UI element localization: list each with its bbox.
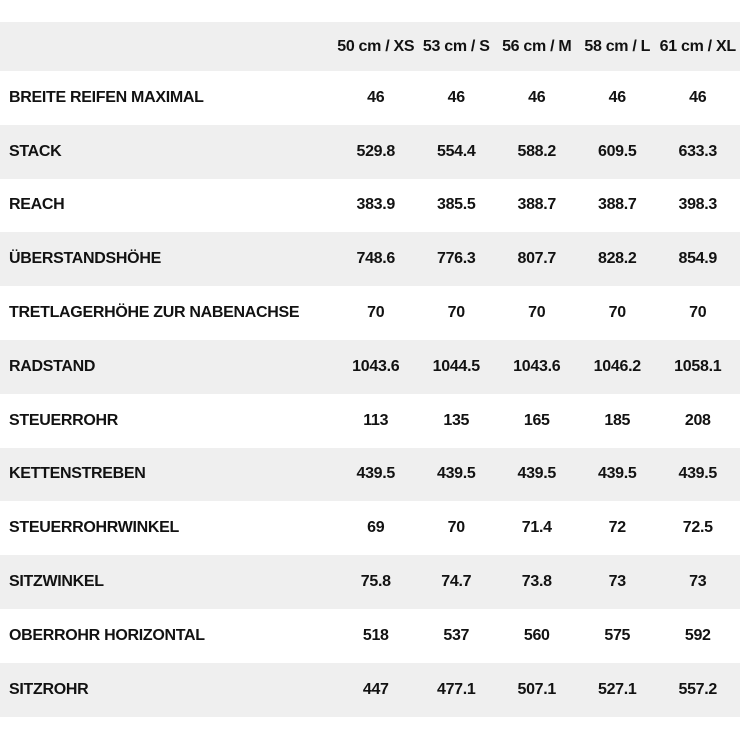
value-cell: 439.5 <box>517 465 557 483</box>
table-row: SITZWINKEL 75.8 74.7 73.8 73 73 <box>0 555 740 609</box>
value-cell: 592 <box>684 626 711 644</box>
value-cell: 439.5 <box>597 465 637 483</box>
value-cell: 70 <box>608 304 627 322</box>
value-cell: 633.3 <box>678 142 718 160</box>
column-header: 56 cm / M <box>502 37 572 55</box>
row-label: OBERROHR HORIZONTAL <box>9 626 205 644</box>
value-cell: 388.7 <box>597 196 637 214</box>
value-cell: 388.7 <box>517 196 557 214</box>
value-cell: 507.1 <box>517 680 557 698</box>
column-header: 50 cm / XS <box>337 37 415 55</box>
row-label: TRETLAGERHÖHE ZUR NABENACHSE <box>9 304 300 322</box>
value-cell: 73 <box>608 573 627 591</box>
value-cell: 575 <box>604 626 631 644</box>
value-cell: 554.4 <box>436 142 476 160</box>
value-cell: 185 <box>604 411 631 429</box>
value-cell: 69 <box>367 519 385 537</box>
column-header: 58 cm / L <box>584 37 651 55</box>
value-cell: 165 <box>523 411 550 429</box>
value-cell: 74.7 <box>441 573 472 591</box>
row-label: BREITE REIFEN MAXIMAL <box>9 88 204 106</box>
row-label: RADSTAND <box>9 357 96 375</box>
value-cell: 854.9 <box>678 250 718 268</box>
value-cell: 1043.6 <box>513 357 561 375</box>
value-cell: 588.2 <box>517 142 557 160</box>
table-row: TRETLAGERHÖHE ZUR NABENACHSE 70 70 70 70 70 <box>0 286 740 340</box>
value-cell: 113 <box>363 411 389 429</box>
value-cell: 537 <box>443 626 470 644</box>
column-header: 61 cm / XL <box>659 37 736 55</box>
value-cell: 398.3 <box>678 196 718 214</box>
value-cell: 529.8 <box>356 142 396 160</box>
value-cell: 72 <box>608 519 627 537</box>
value-cell: 560 <box>523 626 550 644</box>
header-row: 50 cm / XS 53 cm / S 56 cm / M 58 cm / L 61 … <box>0 22 740 71</box>
value-cell: 70 <box>447 519 466 537</box>
value-cell: 73.8 <box>521 573 552 591</box>
table-row: REACH 383.9 385.5 388.7 388.7 398.3 <box>0 178 740 233</box>
row-label: SITZWINKEL <box>9 573 104 591</box>
value-cell: 46 <box>447 88 466 106</box>
value-cell: 477.1 <box>436 680 476 698</box>
value-cell: 518 <box>362 626 389 644</box>
value-cell: 70 <box>367 304 385 322</box>
value-cell: 447 <box>362 680 389 698</box>
value-cell: 1044.5 <box>432 357 480 375</box>
value-cell: 1046.2 <box>593 357 641 375</box>
table-row: BREITE REIFEN MAXIMAL 46 46 46 46 46 <box>0 71 740 125</box>
value-cell: 385.5 <box>436 196 476 214</box>
value-cell: 70 <box>528 304 546 322</box>
value-cell: 135 <box>443 411 470 429</box>
table-row: STEUERROHRWINKEL 69 70 71.4 72 72.5 <box>0 501 740 556</box>
value-cell: 73 <box>689 573 707 591</box>
value-cell: 46 <box>608 88 627 106</box>
table-row: RADSTAND 1043.6 1044.5 1043.6 1046.2 1058.1 <box>0 339 740 394</box>
value-cell: 776.3 <box>436 250 476 268</box>
value-cell: 70 <box>689 304 707 322</box>
row-label: STEUERROHRWINKEL <box>9 519 180 537</box>
row-label: REACH <box>9 196 65 214</box>
value-cell: 609.5 <box>597 142 637 160</box>
row-label: STACK <box>9 142 62 160</box>
row-label: KETTENSTREBEN <box>9 465 146 483</box>
table-row: STEUERROHR 113 135 165 185 208 <box>0 393 740 448</box>
value-cell: 807.7 <box>517 250 557 268</box>
table-row: SITZROHR 447 477.1 507.1 527.1 557.2 <box>0 662 740 717</box>
value-cell: 75.8 <box>360 573 391 591</box>
value-cell: 383.9 <box>356 196 396 214</box>
value-cell: 46 <box>367 88 385 106</box>
value-cell: 828.2 <box>597 250 637 268</box>
row-label: ÜBERSTANDSHÖHE <box>9 250 161 268</box>
value-cell: 527.1 <box>597 680 637 698</box>
table-row: KETTENSTREBEN 439.5 439.5 439.5 439.5 439.5 <box>0 447 740 502</box>
row-label: STEUERROHR <box>9 411 119 429</box>
value-cell: 1043.6 <box>352 357 400 375</box>
value-cell: 557.2 <box>678 680 718 698</box>
value-cell: 748.6 <box>356 250 396 268</box>
value-cell: 70 <box>447 304 466 322</box>
value-cell: 1058.1 <box>674 357 722 375</box>
table-row: ÜBERSTANDSHÖHE 748.6 776.3 807.7 828.2 854.9 <box>0 232 740 287</box>
table-row: OBERROHR HORIZONTAL 518 537 560 575 592 <box>0 608 740 663</box>
table-body: BREITE REIFEN MAXIMAL 46 46 46 46 46 STACK 529.… <box>0 71 740 717</box>
value-cell: 46 <box>689 88 707 106</box>
value-cell: 439.5 <box>436 465 476 483</box>
value-cell: 439.5 <box>356 465 396 483</box>
table-row: STACK 529.8 554.4 588.2 609.5 633.3 <box>0 124 740 179</box>
value-cell: 71.4 <box>521 519 552 537</box>
value-cell: 46 <box>528 88 546 106</box>
value-cell: 439.5 <box>678 465 718 483</box>
column-header: 53 cm / S <box>422 37 490 55</box>
value-cell: 208 <box>684 411 711 429</box>
row-label: SITZROHR <box>9 680 89 698</box>
value-cell: 72.5 <box>682 519 713 537</box>
